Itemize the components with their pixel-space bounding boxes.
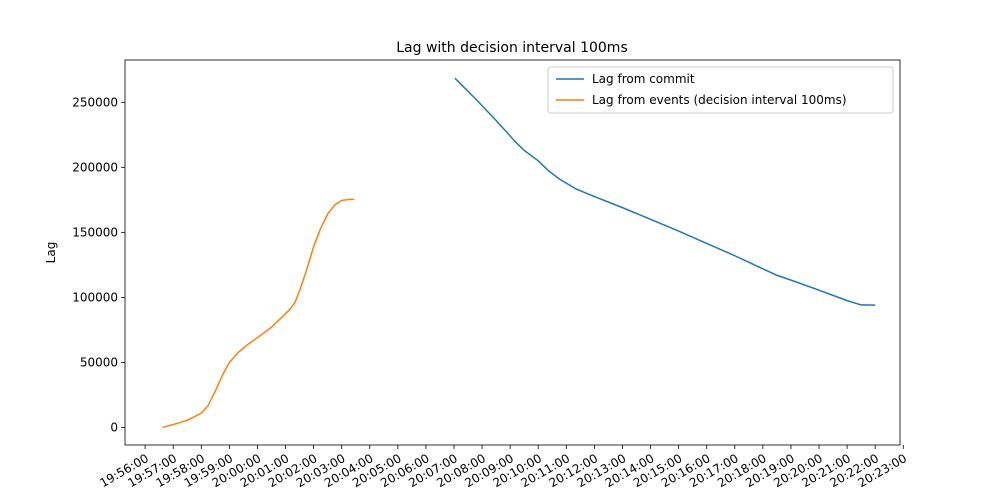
x-axis: 19:56:0019:57:0019:58:0019:59:0020:00:00… — [97, 445, 909, 490]
plot-area — [162, 77, 876, 429]
y-tick-label: 200000 — [72, 160, 118, 174]
legend-label-2: Lag from events (decision interval 100ms… — [592, 93, 847, 107]
plot-frame — [124, 59, 901, 446]
y-axis-label: Lag — [44, 242, 58, 264]
y-tick-label: 150000 — [72, 225, 118, 239]
legend: Lag from commit Lag from events (decision… — [547, 66, 894, 114]
series-line-2 — [162, 198, 355, 429]
y-tick-label: 0 — [110, 420, 118, 434]
legend-label-1: Lag from commit — [592, 72, 695, 86]
y-axis: 0 50000 100000 150000 200000 250000 — [72, 95, 125, 434]
y-tick-label: 250000 — [72, 95, 118, 109]
y-tick-label: 50000 — [80, 355, 118, 369]
legend-box — [547, 66, 894, 114]
series-line-1 — [454, 77, 876, 306]
chart-title: Lag with decision interval 100ms — [396, 40, 628, 56]
y-tick-label: 100000 — [72, 290, 118, 304]
